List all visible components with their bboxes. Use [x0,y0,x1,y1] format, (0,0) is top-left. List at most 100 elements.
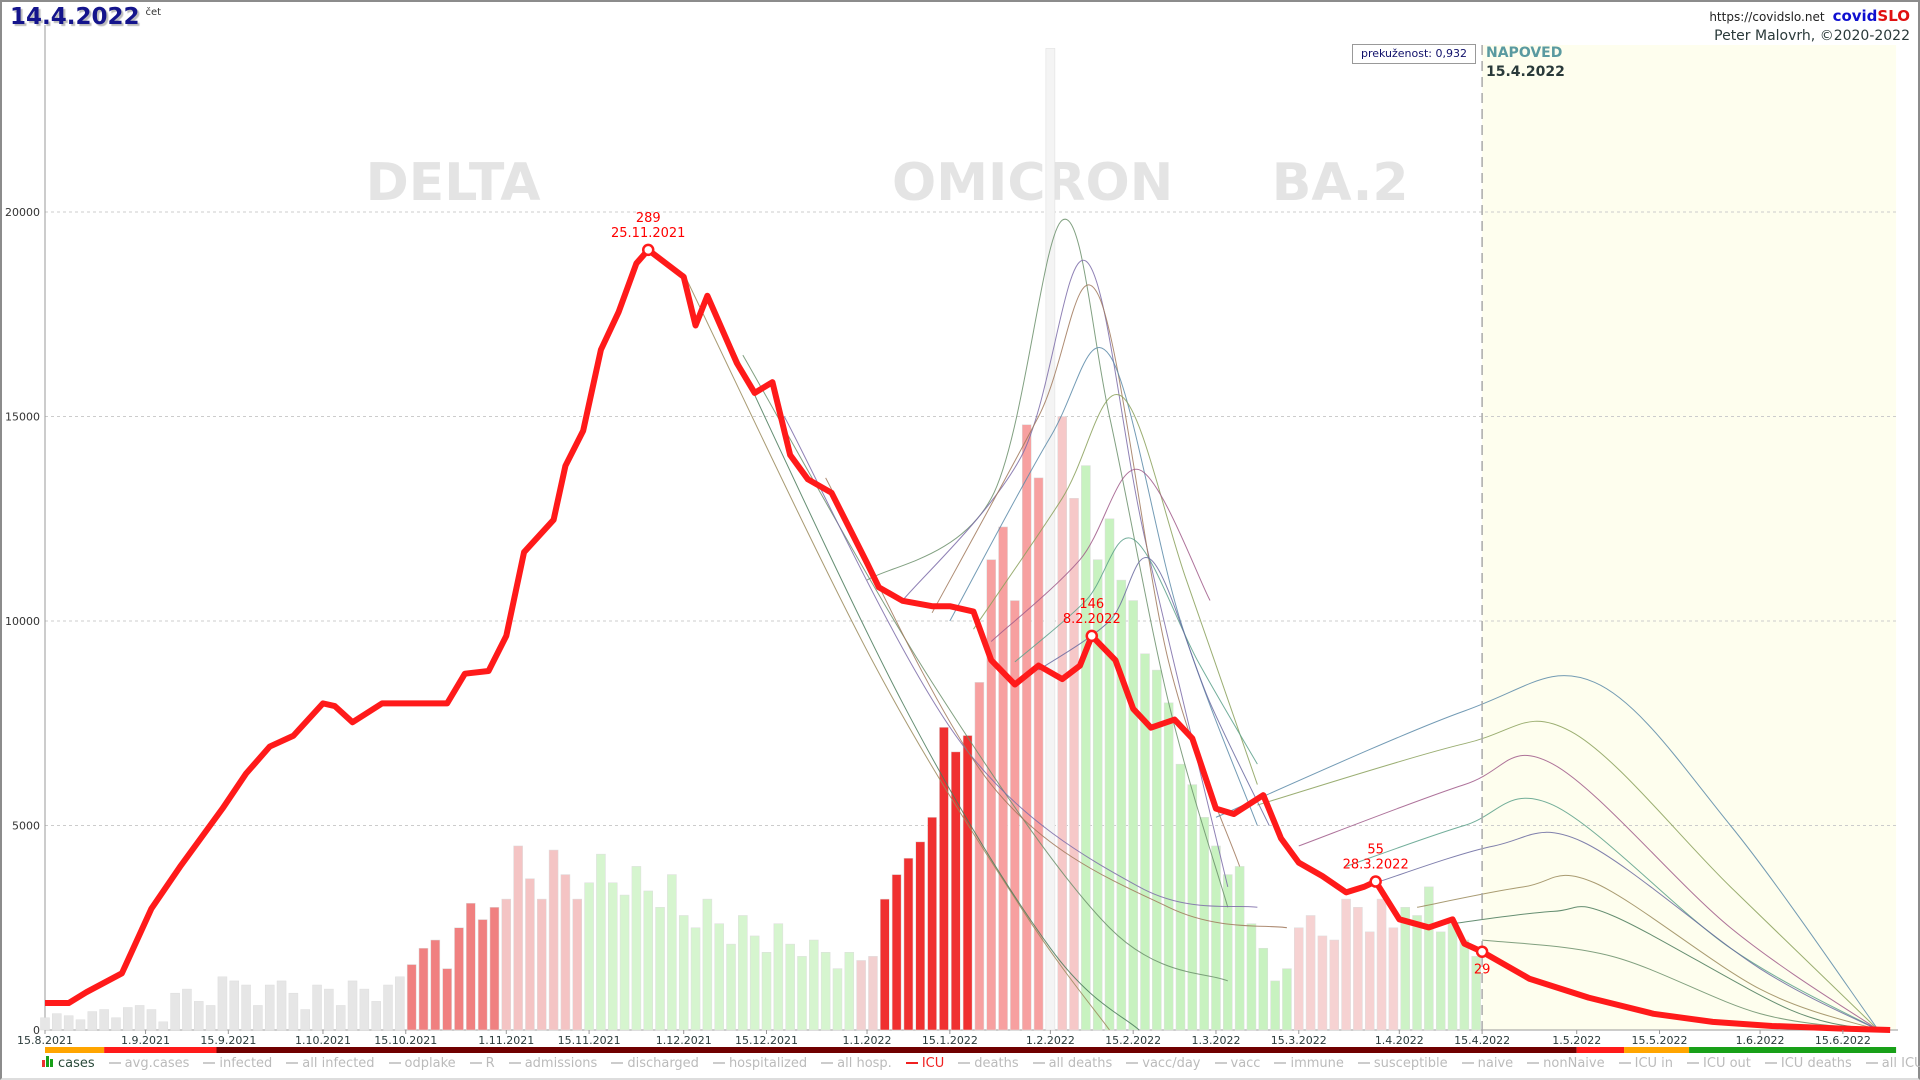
cases-bar [75,1019,86,1031]
icu-forecast-line [1480,949,1891,1033]
legend-item-icu[interactable]: ICU [905,1055,945,1071]
cases-bar [395,976,405,1031]
cases-bar [1021,424,1032,1031]
legend-line-swatch-icon [712,1062,725,1064]
cases-bar [182,988,192,1031]
cases-bar [726,943,736,1031]
forecast-curve [902,259,1229,887]
cases-bar [501,898,512,1031]
chart-date-title: 14.4.2022 [10,4,140,30]
site-url-link[interactable]: https://covidslo.net [1709,10,1825,24]
day-of-week: čet [145,7,162,18]
cases-bar [702,898,713,1031]
legend-item-all-infected[interactable]: all infected [286,1055,375,1071]
legend-item-discharged[interactable]: discharged [611,1055,699,1071]
status-strip-segment [1624,1047,1690,1053]
cases-bar [1400,907,1410,1031]
legend-item-icu-out[interactable]: ICU out [1687,1055,1751,1071]
legend-item-infected[interactable]: infected [203,1055,272,1071]
legend-label: hospitalized [728,1055,808,1071]
cases-bar [371,1001,381,1031]
cases-bar [1305,915,1316,1031]
cases-bar [1294,927,1304,1031]
legend-label: ICU in [1634,1055,1674,1071]
cases-bar [1341,898,1351,1031]
cases-bar [288,992,299,1031]
legend-item-vacc-day[interactable]: vacc/day [1126,1055,1201,1071]
cases-bar [40,1017,50,1031]
legend-label: admissions [524,1055,598,1071]
legend-label: nonNaive [1543,1055,1605,1071]
y-tick-label: 0 [33,1024,40,1037]
cases-bar [880,898,890,1031]
status-strip-segment [1576,1047,1625,1053]
forecast-curve [949,347,1258,826]
legend-label: all infected [302,1055,375,1071]
cases-bar [915,841,926,1031]
legend-item-odplake[interactable]: odplake [388,1055,456,1071]
x-tick-label: 15.9.2021 [200,1034,256,1047]
x-tick-label: 1.10.2021 [295,1034,351,1047]
cases-bar [619,894,630,1031]
forecast-curve [1452,906,1879,1031]
cases-bar [1092,559,1103,1031]
legend-item-vacc[interactable]: vacc [1214,1055,1261,1071]
cases-bar [1435,931,1446,1031]
legend-line-swatch-icon [611,1062,624,1064]
cases-bar [158,1021,169,1031]
forecast-curve [1257,720,1879,1031]
cases-bar [584,882,594,1031]
legend-item-icu-deaths[interactable]: ICU deaths [1764,1055,1852,1071]
legend-item-naive[interactable]: naive [1461,1055,1513,1071]
cases-bar [217,976,228,1031]
legend-item-deaths[interactable]: deaths [958,1055,1019,1071]
cases-bar [655,907,665,1031]
legend-item-hospitalized[interactable]: hospitalized [712,1055,808,1071]
legend-line-swatch-icon [1618,1062,1631,1064]
cases-bar [738,915,748,1031]
x-tick-label: 1.11.2021 [478,1034,534,1047]
legend-line-swatch-icon [821,1062,834,1064]
cases-bar [1412,915,1422,1031]
cases-bar [466,902,476,1031]
cases-bar [690,927,701,1031]
status-strip-segment [104,1047,217,1053]
legend-line-swatch-icon [508,1062,521,1064]
legend-item-icu-in[interactable]: ICU in [1618,1055,1674,1071]
legend-item-nonnaive[interactable]: nonNaive [1527,1055,1605,1071]
x-tick-label: 1.12.2021 [656,1034,712,1047]
cases-bar [1199,817,1209,1031]
y-tick-label: 20000 [5,206,40,219]
legend-item-admissions[interactable]: admissions [508,1055,598,1071]
x-tick-label: 15.12.2021 [735,1034,798,1047]
cases-bar [442,968,452,1031]
cases-bar [1116,579,1127,1031]
cases-bar [241,984,251,1031]
cases-bar [643,890,653,1031]
legend-item-all-icu[interactable]: all ICU [1865,1055,1920,1071]
cases-bar [1364,931,1375,1031]
legend-item-cases[interactable]: cases [42,1055,95,1071]
cases-bar [667,874,677,1031]
legend-item-immune[interactable]: immune [1274,1055,1344,1071]
brand-logo: covidSLO [1833,7,1910,25]
legend-item-all-hosp-[interactable]: all hosp. [821,1055,892,1071]
cases-bar [1246,923,1257,1031]
legend-label: immune [1290,1055,1344,1071]
x-tick-label: 1.1.2022 [843,1034,892,1047]
legend-item-avg-cases[interactable]: avg.cases [108,1055,189,1071]
legend-label: deaths [974,1055,1019,1071]
cases-bar [1175,763,1186,1031]
cases-bar [430,939,441,1031]
x-tick-label: 15.10.2021 [374,1034,437,1047]
legend-item-susceptible[interactable]: susceptible [1357,1055,1448,1071]
legend-item-all-deaths[interactable]: all deaths [1032,1055,1112,1071]
legend-item-r[interactable]: R [469,1055,495,1071]
cases-bar [406,964,417,1031]
legend-label: vacc [1230,1055,1261,1071]
legend-label: ICU [921,1055,945,1071]
cases-bar [903,857,914,1031]
legend-line-swatch-icon [1461,1062,1474,1064]
annotation-date: 8.2.2022 [1063,612,1121,627]
